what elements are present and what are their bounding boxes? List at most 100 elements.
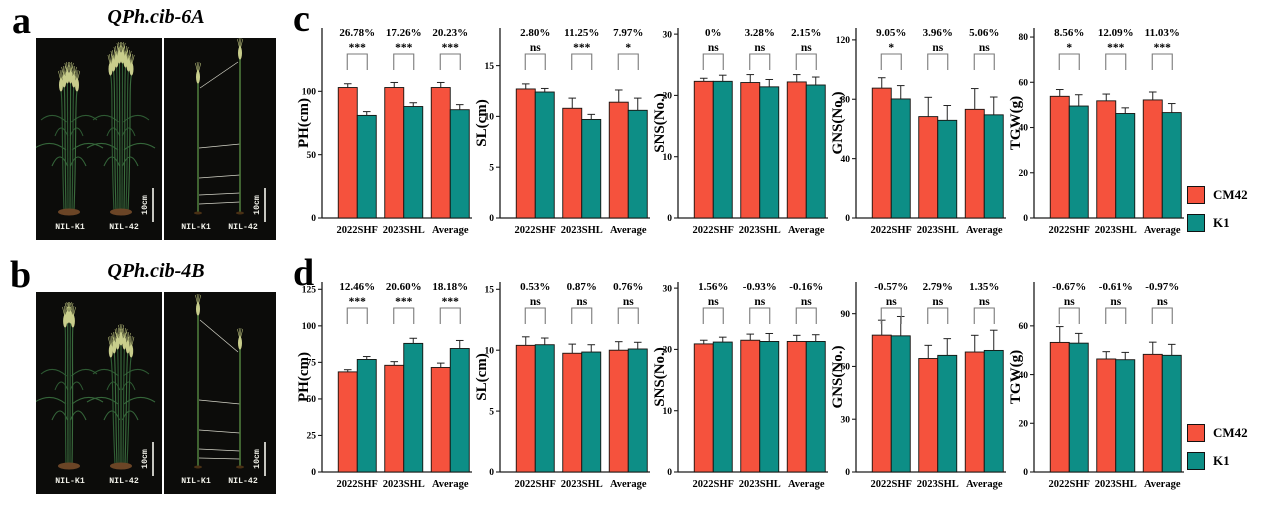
wheat-leaf (69, 127, 84, 137)
x-category-label: Average (610, 479, 647, 490)
significance-bracket (393, 53, 415, 70)
bar-cm42-group2 (562, 107, 583, 219)
y-tick-label: 60 (1019, 322, 1029, 332)
legend-c: CM42 K1 (1187, 186, 1248, 232)
x-category-label: 2023SHL (561, 479, 603, 490)
significance-label: ns (576, 296, 587, 308)
wheat-leaf (36, 142, 67, 151)
y-tick-label: 60 (1019, 78, 1029, 88)
x-category-label: Average (966, 225, 1003, 236)
y-tick-label: 80 (1019, 33, 1029, 43)
y-tick-label: 20 (1019, 169, 1029, 179)
significance-label: ns (979, 42, 990, 54)
significance-bracket (927, 53, 949, 70)
legend-label-cm42: CM42 (1213, 187, 1248, 202)
y-axis-label: SL(cm) (474, 99, 490, 147)
bar-cm42-group2 (384, 364, 405, 473)
percent-change-label: 9.05% (876, 27, 906, 39)
percent-change-label: 2.15% (791, 27, 821, 39)
bar-cm42-group2 (918, 358, 939, 473)
wheat-spike (111, 58, 116, 72)
y-tick-label: 10 (663, 407, 673, 417)
percent-change-label: 12.46% (339, 281, 375, 293)
wheat-stem (124, 352, 129, 465)
percent-change-label: -0.67% (1052, 281, 1086, 293)
y-tick-label: 50 (307, 395, 317, 405)
significance-bracket (1058, 307, 1080, 324)
significance-label: * (625, 42, 631, 54)
photo-background (164, 292, 276, 494)
percent-change-label: 3.28% (745, 27, 775, 39)
significance-bracket (1151, 53, 1173, 70)
charts-row-c: PH(cm) 0 50 100 *** 26.78% 2022SHF *** 17.26% 202… (296, 2, 1186, 252)
x-category-label: 2022SHF (871, 479, 912, 490)
wheat-stem (117, 348, 120, 465)
significance-bracket (880, 307, 902, 324)
y-axis-label: TGW(g) (1008, 96, 1024, 150)
bar-cm42-group1 (515, 344, 536, 473)
y-axis-label: PH(cm) (296, 98, 312, 148)
wheat-stem (121, 62, 124, 211)
bar-k1-group2 (759, 341, 780, 473)
y-tick-label: 80 (841, 95, 851, 105)
photo-label: NIL-42 (228, 223, 258, 232)
wheat-spike (125, 340, 130, 354)
panel-d-label: d (293, 252, 315, 294)
internode-connector (198, 429, 241, 434)
legend-label-k1: K1 (1213, 215, 1230, 230)
significance-bracket (702, 53, 724, 70)
significance-bracket (346, 53, 368, 70)
charts-row-d: PH(cm) 0 25 50 75 100 125 *** 12.46% 2022SHF *** 20… (296, 256, 1186, 506)
wheat-stem (122, 348, 125, 465)
y-axis-label: SL(cm) (474, 353, 490, 401)
significance-bracket (795, 307, 817, 324)
significance-bracket (973, 307, 995, 324)
x-category-label: 2022SHF (693, 479, 734, 490)
wheat-stem (71, 326, 74, 465)
chart-c-3: SNS(No.) 0 10 20 30 ns 0% 2022SHF ns 3.28% 2023SHL… (652, 27, 828, 236)
panel-b-photo: NIL-K1 NIL-42 10cm NIL-K1 NIL-42 10cm (36, 292, 276, 494)
panel-b-label: b (10, 254, 32, 296)
significance-label: ns (1157, 296, 1168, 308)
percent-change-label: 12.09% (1098, 27, 1134, 39)
significance-label: ns (623, 296, 634, 308)
bar-k1-group3 (449, 348, 470, 473)
bar-cm42-group2 (740, 339, 761, 473)
wheat-spike (117, 50, 122, 64)
percent-change-label: 8.56% (1054, 27, 1084, 39)
bar-k1-group3 (805, 341, 826, 473)
panel-a-label: a (12, 0, 31, 42)
y-tick-label: 0 (845, 468, 850, 478)
y-tick-label: 15 (485, 62, 495, 72)
significance-label: ns (801, 296, 812, 308)
significance-bracket (346, 307, 368, 324)
significance-bracket (1058, 53, 1080, 70)
wheat-spike (108, 344, 113, 358)
bar-cm42-group3 (964, 351, 985, 473)
photo-background (164, 38, 276, 240)
soil (236, 211, 244, 215)
percent-change-label: 11.25% (564, 27, 599, 39)
panel-a-stems-photo: NIL-K1 NIL-42 10cm (164, 38, 276, 240)
bar-cm42-group2 (740, 82, 761, 219)
significance-bracket (524, 53, 546, 70)
significance-bracket (617, 307, 639, 324)
significance-bracket (749, 53, 771, 70)
bar-cm42-group1 (1049, 95, 1070, 219)
wheat-leaf (54, 127, 69, 137)
photo-label: NIL-K1 (55, 477, 85, 486)
x-category-label: Average (432, 479, 469, 490)
y-tick-label: 30 (663, 30, 673, 40)
internode-connector (198, 174, 241, 179)
legend-label-k1: K1 (1213, 453, 1230, 468)
chart-d-2: SL(cm) 0 5 10 15 ns 0.53% 2022SHF ns 0.87% 2023SHL… (474, 281, 650, 490)
wheat-stem (63, 86, 67, 211)
panel-b-stems-photo: NIL-K1 NIL-42 10cm (164, 292, 276, 494)
wheat-stem (115, 66, 119, 211)
photo-label: NIL-K1 (181, 477, 211, 486)
wheat-leaf (106, 127, 121, 137)
bar-k1-group2 (1115, 359, 1136, 473)
bar-cm42-group1 (871, 334, 892, 473)
